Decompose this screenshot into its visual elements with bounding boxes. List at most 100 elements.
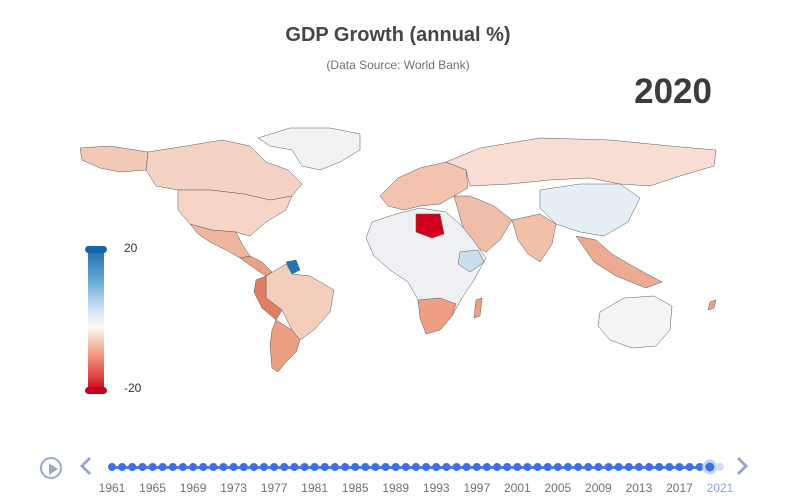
timeline-year-dot[interactable] [270, 463, 279, 471]
timeline-tick-label[interactable]: 1997 [463, 481, 491, 495]
timeline-year-dot[interactable] [381, 463, 390, 471]
timeline-year-dot[interactable] [310, 463, 319, 471]
region-new-zealand[interactable] [707, 299, 717, 311]
timeline-year-dot[interactable] [503, 463, 512, 471]
timeline-year-dot[interactable] [472, 463, 481, 471]
timeline-year-dot[interactable] [280, 463, 289, 471]
region-southern-africa[interactable] [417, 297, 457, 335]
timeline-year-dot[interactable] [320, 463, 329, 471]
timeline-year-dot[interactable] [239, 463, 248, 471]
timeline-year-dot[interactable] [199, 463, 208, 471]
timeline-year-dot[interactable] [219, 463, 228, 471]
timeline-year-dot[interactable] [401, 463, 410, 471]
timeline-year-dot[interactable] [553, 463, 562, 471]
timeline-year-dot[interactable] [412, 463, 420, 471]
timeline-tick-label[interactable]: 1973 [220, 481, 247, 495]
timeline-year-dot[interactable] [422, 463, 431, 471]
timeline-tick-label[interactable]: 1965 [139, 481, 166, 495]
timeline-year-dot[interactable] [260, 463, 268, 471]
timeline-year-dot[interactable] [330, 463, 339, 471]
timeline-year-dot[interactable] [695, 463, 704, 471]
timeline-year-dot[interactable] [574, 463, 583, 471]
timeline-year-dot[interactable] [513, 463, 522, 471]
timeline-year-dot[interactable] [108, 463, 116, 471]
timeline-year-dot[interactable] [564, 463, 572, 471]
timeline-year-dot[interactable] [634, 463, 643, 471]
timeline-tick-label[interactable]: 2013 [625, 481, 653, 495]
timeline-year-dot[interactable] [341, 463, 350, 471]
timeline-year-dot[interactable] [118, 463, 127, 471]
region-australia[interactable] [597, 295, 673, 349]
region-africa[interactable] [365, 207, 487, 331]
region-alaska[interactable] [79, 145, 149, 173]
timeline-year-dot[interactable] [168, 463, 177, 471]
legend-min-handle[interactable] [85, 387, 107, 394]
region-madagascar[interactable] [473, 297, 483, 319]
timeline-tick-label[interactable]: 1961 [98, 481, 126, 495]
timeline-year-dot[interactable] [391, 463, 400, 471]
timeline-tick-label[interactable]: 1981 [301, 481, 329, 495]
timeline-tick-label[interactable]: 2001 [503, 481, 531, 495]
region-china[interactable] [539, 183, 641, 237]
timeline-year-dot[interactable] [178, 463, 187, 471]
play-button[interactable] [40, 457, 62, 479]
timeline-tick-label[interactable]: 1985 [341, 481, 369, 495]
timeline-year-dot[interactable] [614, 463, 623, 471]
timeline-year-dot[interactable] [189, 463, 198, 471]
timeline-tick-label[interactable]: 1993 [422, 481, 450, 495]
timeline-year-dot[interactable] [543, 463, 552, 471]
timeline-dots[interactable] [0, 450, 796, 500]
timeline-selected-year-dot[interactable] [702, 459, 718, 475]
region-peru[interactable] [253, 275, 283, 321]
timeline-year-dot[interactable] [675, 463, 684, 471]
region-southeast-asia[interactable] [575, 235, 663, 289]
timeline-year-dot[interactable] [361, 463, 370, 471]
timeline[interactable]: 1961 1965 1969 1973 1977 1981 1985 1989 1993 1997… [0, 450, 796, 500]
timeline-year-dot[interactable] [371, 463, 380, 471]
timeline-year-dot[interactable] [594, 463, 603, 471]
timeline-year-dot[interactable] [716, 463, 724, 471]
timeline-tick-label[interactable]: 2017 [666, 481, 693, 495]
prev-button[interactable] [78, 456, 94, 476]
timeline-year-dot[interactable] [493, 463, 502, 471]
timeline-tick-label[interactable]: 2009 [585, 481, 612, 495]
timeline-year-dot[interactable] [249, 463, 258, 471]
timeline-year-dot[interactable] [138, 463, 147, 471]
timeline-year-dot[interactable] [533, 463, 542, 471]
timeline-year-dot[interactable] [655, 463, 664, 471]
timeline-year-dot[interactable] [300, 463, 309, 471]
timeline-year-dot[interactable] [432, 463, 441, 471]
region-greenland[interactable] [257, 127, 361, 171]
timeline-year-dot[interactable] [482, 463, 491, 471]
region-guyana[interactable] [285, 259, 301, 275]
timeline-year-dot[interactable] [148, 463, 157, 471]
region-ethiopia[interactable] [457, 249, 485, 273]
region-central-america[interactable] [239, 255, 273, 277]
timeline-tick-label[interactable]: 2005 [544, 481, 572, 495]
timeline-year-dot[interactable] [351, 463, 360, 471]
timeline-year-dot[interactable] [128, 463, 137, 471]
timeline-tick-label[interactable]: 2021 [706, 481, 734, 495]
timeline-year-dot[interactable] [523, 463, 532, 471]
timeline-year-dot[interactable] [290, 463, 299, 471]
timeline-year-dot[interactable] [665, 463, 674, 471]
timeline-year-dot[interactable] [645, 463, 654, 471]
timeline-year-dot[interactable] [462, 463, 471, 471]
next-button[interactable] [734, 456, 750, 476]
timeline-tick-label[interactable]: 1969 [179, 481, 207, 495]
color-legend[interactable] [84, 246, 108, 394]
region-india[interactable] [511, 213, 557, 263]
timeline-year-dot[interactable] [584, 463, 593, 471]
region-europe[interactable] [379, 161, 469, 211]
region-canada[interactable] [145, 139, 303, 201]
region-argentina[interactable] [269, 319, 301, 373]
region-libya[interactable] [415, 213, 445, 239]
timeline-year-dot[interactable] [624, 463, 633, 471]
timeline-tick-label[interactable]: 1977 [260, 481, 288, 495]
timeline-year-dot[interactable] [229, 463, 238, 471]
timeline-year-dot[interactable] [685, 463, 694, 471]
timeline-tick-label[interactable]: 1989 [382, 481, 410, 495]
timeline-year-dot[interactable] [209, 463, 218, 471]
timeline-year-dot[interactable] [604, 463, 613, 471]
legend-max-handle[interactable] [85, 246, 107, 253]
